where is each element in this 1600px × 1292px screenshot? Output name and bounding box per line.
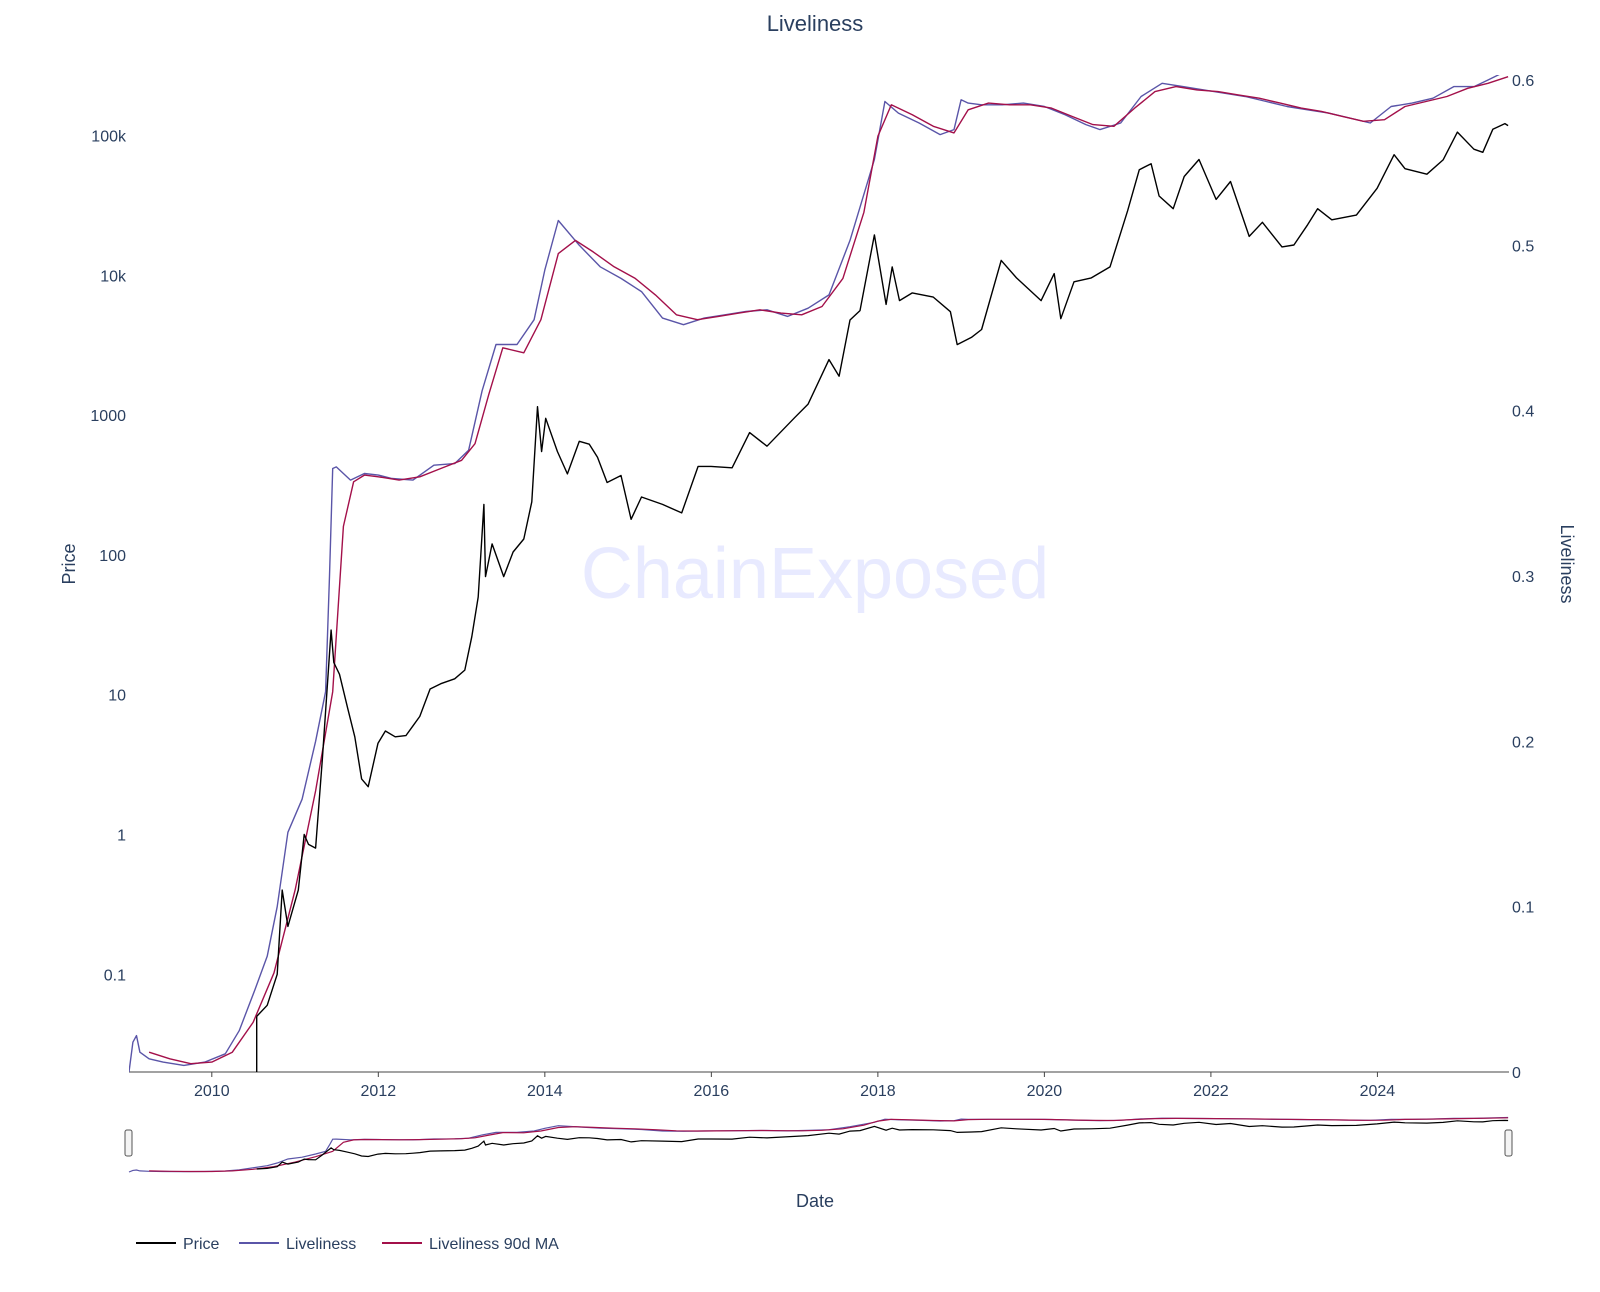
x-tick-label: 2022 [1193,1083,1229,1100]
x-tick-label: 2024 [1360,1083,1396,1100]
legend: Price Liveliness Liveliness 90d MA [136,1236,559,1253]
series-line-liveliness-90d-ma [148,76,1509,1065]
right-tick-label: 0.6 [1512,73,1534,90]
legend-label: Liveliness 90d MA [429,1236,559,1253]
legend-item[interactable]: Liveliness [239,1236,356,1253]
left-tick-label: 10 [108,688,126,705]
x-tick-label: 2014 [527,1083,563,1100]
legend-label: Liveliness [286,1236,356,1253]
left-axis-title: Price [59,543,79,584]
right-tick-label: 0 [1512,1065,1521,1082]
right-tick-label: 0.1 [1512,900,1534,917]
chart-title: Liveliness [767,11,864,36]
range-slider-right-handle[interactable] [1504,1129,1513,1157]
x-tick-label: 2010 [194,1083,230,1100]
range-slider-left-handle[interactable] [124,1129,133,1157]
slider-line-liveliness-90d-ma [149,1117,1509,1173]
x-tick-label: 2016 [694,1083,730,1100]
right-tick-label: 0.4 [1512,404,1534,421]
left-tick-label: 1000 [90,408,126,425]
left-tick-label: 0.1 [104,967,126,984]
x-tick-label: 2018 [860,1083,896,1100]
right-tick-label: 0.5 [1512,238,1534,255]
left-tick-label: 100k [91,129,127,146]
right-tick-label: 0.2 [1512,734,1534,751]
legend-item[interactable]: Price [136,1236,220,1253]
left-tick-label: 100 [99,548,126,565]
legend-item[interactable]: Liveliness 90d MA [382,1236,559,1253]
series-line-price [256,122,1509,1017]
x-axis-title: Date [796,1191,834,1211]
left-tick-label: 10k [100,268,127,285]
slider-line-price [256,1119,1509,1170]
legend-label: Price [183,1236,220,1253]
range-slider[interactable] [124,1116,1513,1173]
plot-area: 2010 2012 2014 2016 2018 2020 2022 2024 0.1 1 10 10… [90,73,1534,1100]
x-tick-label: 2020 [1027,1083,1063,1100]
watermark: ChainExposed [581,534,1049,614]
right-axis-title: Liveliness [1557,524,1577,603]
left-tick-label: 1 [117,828,126,845]
right-tick-label: 0.3 [1512,569,1534,586]
x-tick-label: 2012 [361,1083,397,1100]
